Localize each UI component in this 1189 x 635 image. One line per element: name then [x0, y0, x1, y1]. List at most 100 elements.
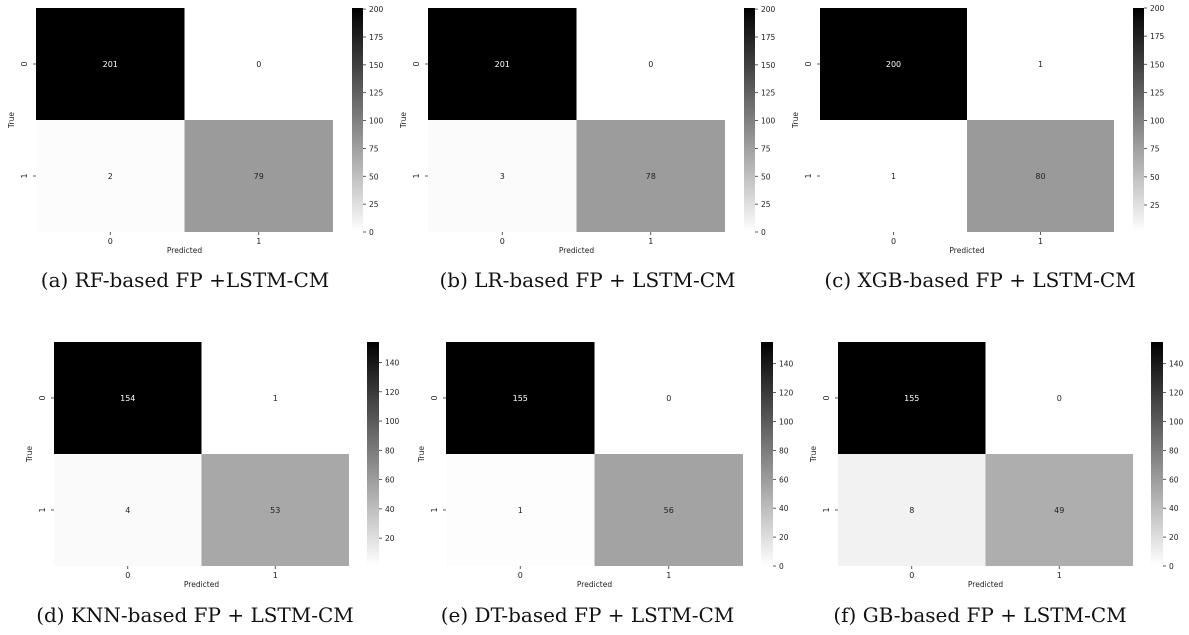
panel-caption-b: (b) LR-based FP + LSTM-CM [439, 268, 736, 292]
colorbar-tick-label: 125 [369, 89, 384, 98]
x-tick-label: 0 [891, 237, 896, 246]
y-tick-label: 0 [412, 61, 421, 66]
heatmap-cell [594, 454, 743, 566]
colorbar-tick-label: 150 [1150, 60, 1165, 69]
y-tick-label: 1 [20, 173, 29, 178]
colorbar-tick-label: 80 [779, 446, 789, 455]
y-axis-label: True [809, 446, 818, 463]
cell-value-label: 0 [648, 60, 653, 69]
colorbar-tick-label: 175 [369, 33, 384, 42]
cell-value-label: 53 [270, 506, 280, 515]
cell-value-label: 0 [1057, 394, 1062, 403]
colorbar-tick-label: 0 [761, 228, 766, 237]
heatmap-cell [54, 342, 202, 454]
heatmap-cell [967, 120, 1114, 232]
y-axis-label: True [7, 112, 16, 129]
heatmap-cell [967, 8, 1114, 120]
colorbar [352, 8, 363, 232]
colorbar-tick-label: 200 [369, 5, 384, 14]
x-axis-label: Predicted [559, 246, 594, 255]
cell-value-label: 201 [103, 60, 118, 69]
cell-value-label: 155 [513, 394, 528, 403]
colorbar-tick-label: 0 [369, 228, 374, 237]
colorbar-tick-label: 100 [369, 117, 384, 126]
heatmap-cell [985, 342, 1133, 454]
y-tick-label: 1 [822, 507, 831, 512]
x-axis-label: Predicted [184, 580, 219, 589]
colorbar-tick-label: 25 [761, 200, 771, 209]
heatmap-cell [36, 8, 185, 120]
cell-value-label: 56 [664, 506, 674, 515]
colorbar-tick-label: 75 [761, 144, 771, 153]
heatmap-cell [446, 454, 595, 566]
heatmap-cell [576, 8, 725, 120]
colorbar-tick-label: 140 [385, 358, 400, 367]
heatmap-cell [594, 342, 743, 454]
colorbar-tick-label: 100 [779, 417, 794, 426]
heatmap-cell [820, 120, 967, 232]
colorbar-tick-label: 120 [385, 388, 400, 397]
colorbar-tick-label: 0 [779, 562, 784, 571]
colorbar-tick-label: 140 [1169, 360, 1184, 369]
heatmap-panel-5: 155 0 8 49 0 1 Predicted 0 1 True 0 20 40 60 80 100 120 1… [809, 342, 1184, 589]
cell-value-label: 201 [495, 60, 510, 69]
panel-caption-c: (c) XGB-based FP + LSTM-CM [824, 268, 1136, 292]
colorbar-tick-label: 120 [1169, 389, 1184, 398]
heatmap-cell [201, 342, 349, 454]
y-axis-label: True [417, 446, 426, 463]
colorbar [761, 342, 773, 566]
colorbar-tick-label: 125 [1150, 88, 1165, 97]
heatmap-cell [428, 120, 577, 232]
x-tick-label: 1 [273, 571, 278, 580]
heatmap-cell [184, 120, 333, 232]
heatmap-cell [838, 342, 986, 454]
colorbar-tick-label: 25 [1150, 201, 1160, 210]
colorbar-tick-label: 120 [779, 389, 794, 398]
colorbar-tick-label: 125 [761, 89, 776, 98]
y-axis-label: True [25, 446, 34, 463]
colorbar-tick-label: 50 [1150, 173, 1160, 182]
x-tick-label: 0 [500, 237, 505, 246]
heatmap-cell [428, 8, 577, 120]
panel-caption-e: (e) DT-based FP + LSTM-CM [440, 603, 735, 627]
colorbar-tick-label: 175 [761, 33, 776, 42]
colorbar-tick-label: 100 [385, 417, 400, 426]
colorbar-tick-label: 20 [779, 533, 789, 542]
colorbar-tick-label: 75 [369, 144, 379, 153]
panel-caption-d: (d) KNN-based FP + LSTM-CM [36, 603, 354, 627]
colorbar-tick-label: 25 [369, 200, 379, 209]
cell-value-label: 78 [646, 172, 656, 181]
colorbar-tick-label: 20 [385, 534, 395, 543]
heatmap-panel-2: 200 1 1 80 0 1 Predicted 0 1 True 25 50 75 100 125 150 1… [791, 4, 1165, 255]
heatmap-panel-1: 201 0 3 78 0 1 Predicted 0 1 True 0 25 50 75 100 125 150… [399, 5, 776, 255]
heatmap-panel-3: 154 1 4 53 0 1 Predicted 0 1 True 20 40 60 80 100 120 14… [25, 342, 400, 589]
x-axis-label: Predicted [949, 246, 984, 255]
heatmap-panel-4: 155 0 1 56 0 1 Predicted 0 1 True 0 20 40 60 80 100 120 1… [417, 342, 794, 589]
colorbar-tick-label: 75 [1150, 145, 1160, 154]
x-tick-label: 1 [1057, 571, 1062, 580]
y-tick-label: 0 [38, 395, 47, 400]
colorbar-tick-label: 150 [761, 61, 776, 70]
y-tick-label: 1 [430, 507, 439, 512]
cell-value-label: 79 [254, 172, 264, 181]
cell-value-label: 200 [886, 60, 901, 69]
colorbar-tick-label: 60 [779, 475, 789, 484]
cell-value-label: 8 [909, 506, 914, 515]
y-tick-label: 0 [20, 61, 29, 66]
x-tick-label: 0 [108, 237, 113, 246]
heatmap-cell [985, 454, 1133, 566]
cell-value-label: 3 [500, 172, 505, 181]
cell-value-label: 1 [518, 506, 523, 515]
cell-value-label: 0 [256, 60, 261, 69]
colorbar-tick-label: 50 [369, 172, 379, 181]
cell-value-label: 49 [1054, 506, 1064, 515]
colorbar-tick-label: 80 [1169, 446, 1179, 455]
x-tick-label: 1 [666, 571, 671, 580]
colorbar [1133, 8, 1144, 232]
x-axis-label: Predicted [577, 580, 612, 589]
colorbar-tick-label: 100 [761, 117, 776, 126]
colorbar-tick-label: 140 [779, 360, 794, 369]
panel-caption-a: (a) RF-based FP +LSTM-CM [40, 268, 330, 292]
y-axis-label: True [399, 112, 408, 129]
cell-value-label: 80 [1035, 172, 1045, 181]
